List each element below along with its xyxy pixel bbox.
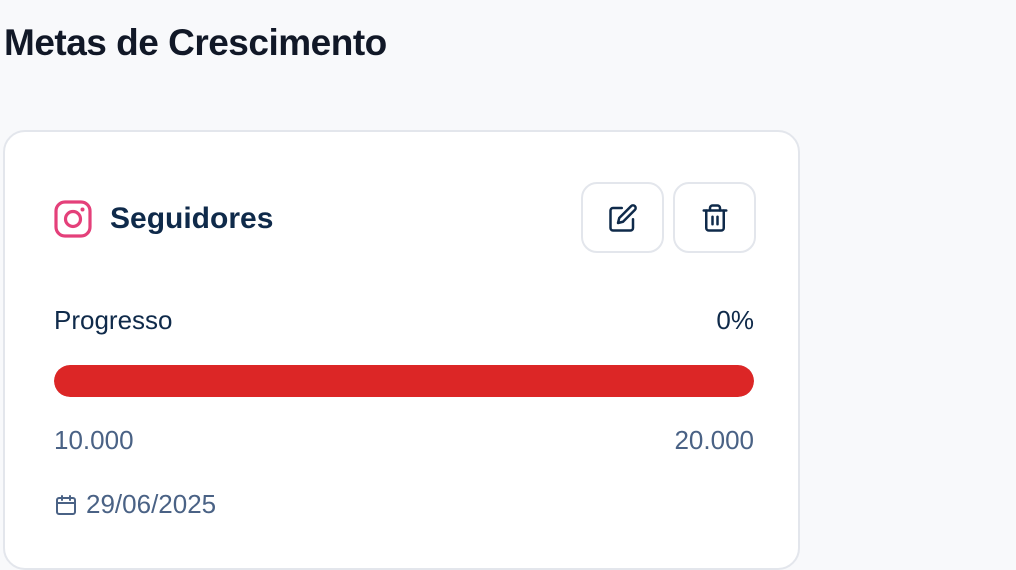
- trash-icon: [702, 203, 727, 232]
- calendar-icon: [56, 494, 76, 515]
- progress-bar-fill: [54, 365, 754, 397]
- instagram-icon: [54, 200, 92, 238]
- goal-card-header: Seguidores: [54, 182, 756, 254]
- deadline-date: 29/06/2025: [86, 489, 217, 519]
- edit-icon: [608, 203, 637, 232]
- goal-values: 10.000 20.000: [54, 425, 754, 456]
- goal-actions: [581, 182, 756, 253]
- goal-title: Seguidores: [110, 202, 274, 235]
- goal-card: Seguidores Progresso 0%: [3, 130, 800, 570]
- edit-goal-button[interactable]: [581, 182, 664, 253]
- progress-percent: 0%: [716, 305, 754, 335]
- goal-platform: Seguidores: [54, 200, 273, 238]
- target-value: 20.000: [674, 425, 754, 455]
- progress-label: Progresso: [54, 305, 173, 335]
- goal-deadline: 29/06/2025: [54, 489, 216, 520]
- current-value: 10.000: [54, 425, 134, 455]
- delete-goal-button[interactable]: [673, 182, 756, 253]
- progress-bar: [54, 365, 754, 397]
- progress-header: Progresso 0%: [54, 305, 754, 336]
- page-title: Metas de Crescimento: [4, 22, 387, 63]
